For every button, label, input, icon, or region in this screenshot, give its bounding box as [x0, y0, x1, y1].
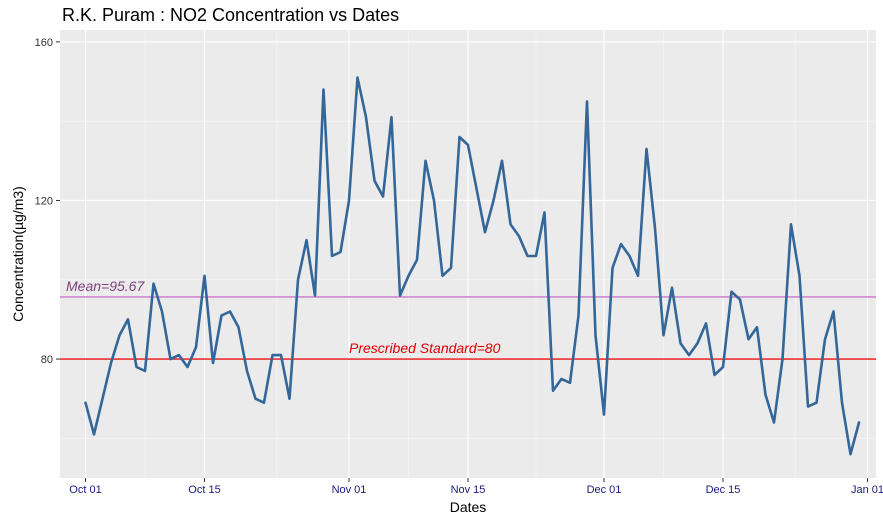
- x-tick-label: Nov 15: [451, 484, 486, 496]
- reference-labels: Mean=95.67 Prescribed Standard=80: [66, 278, 501, 356]
- x-tick-label: Dec 01: [587, 484, 622, 496]
- reference-lines: [60, 296, 876, 360]
- x-tick-label: Dec 15: [706, 484, 741, 496]
- x-tick-label: Oct 15: [188, 484, 220, 496]
- chart-title: R.K. Puram : NO2 Concentration vs Dates: [62, 5, 399, 25]
- y-axis: 80 120 160: [35, 37, 60, 366]
- x-tick-label: Oct 01: [69, 484, 101, 496]
- y-tick-label: 80: [41, 354, 53, 366]
- x-tick-label: Nov 01: [332, 484, 367, 496]
- y-tick-label: 120: [35, 195, 53, 207]
- reference-label: Mean=95.67: [66, 278, 145, 294]
- x-axis-title: Dates: [450, 499, 487, 515]
- x-tick-label: Jan 01: [851, 484, 883, 496]
- series-line: [84, 76, 861, 456]
- y-axis-title: Concentration(µg/m3): [10, 186, 26, 322]
- x-axis: Oct 01 Oct 15 Nov 01 Nov 15 Dec 01 Dec 15 Jan …: [69, 478, 883, 496]
- reference-label: Prescribed Standard=80: [349, 340, 501, 356]
- y-tick-label: 160: [35, 37, 53, 49]
